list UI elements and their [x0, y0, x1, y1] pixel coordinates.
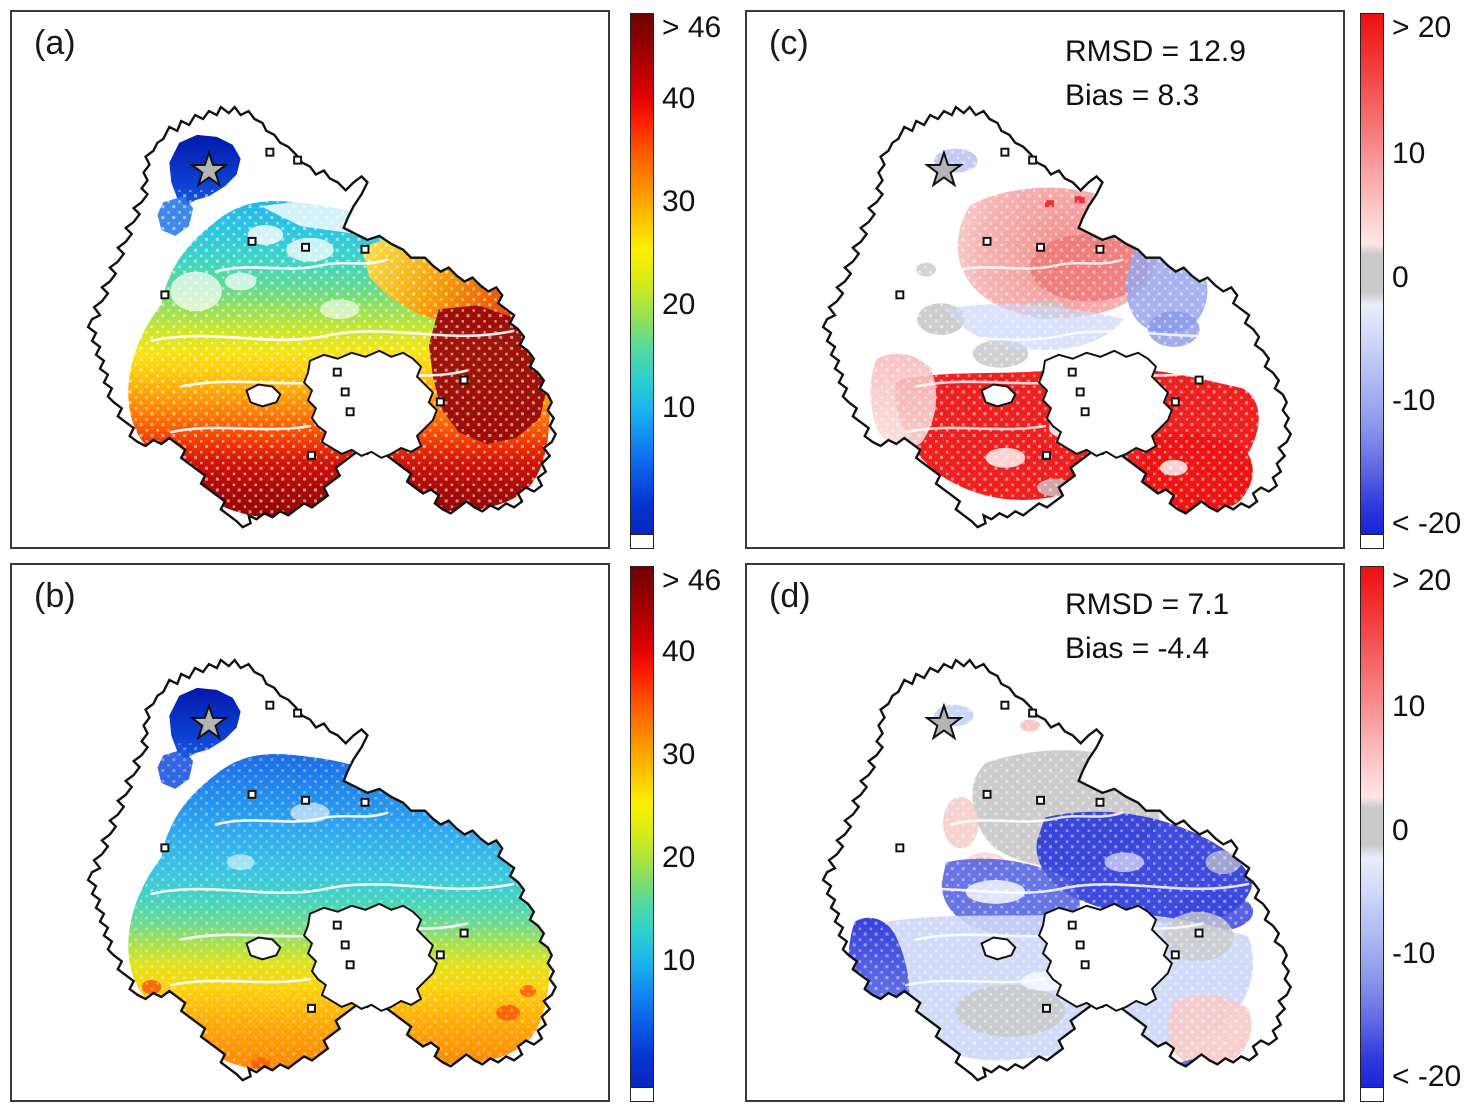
colorbar-a-nodata-box: [631, 534, 653, 548]
panel-c-stats: RMSD = 12.9 Bias = 8.3: [1065, 30, 1325, 118]
bias-value-c: Bias = 8.3: [1065, 79, 1200, 112]
colorbar-tick: 40: [662, 635, 696, 668]
colorbar-tick: > 46: [662, 11, 722, 44]
colorbar-a-gradient: [630, 13, 654, 549]
panel-d-stats: RMSD = 7.1 Bias = -4.4: [1065, 583, 1325, 671]
inner-nodata-region: [1038, 902, 1173, 1012]
map-panel-b: (b): [10, 563, 610, 1102]
colorbar-c-nodata-box: [1361, 534, 1383, 548]
map-panel-d: (d) RMSD = 7.1 Bias = -4.4: [745, 563, 1345, 1102]
bias-value-d: Bias = -4.4: [1065, 632, 1210, 665]
colorbar-tick: 20: [662, 841, 696, 874]
colorbar-a: > 46 40 30 20 10: [630, 11, 770, 549]
panel-d-label: (d): [769, 577, 811, 615]
panel-a-label: (a): [34, 24, 76, 62]
basin-data-layer-a: [88, 134, 556, 528]
map-c: [821, 105, 1292, 529]
map-panel-c: (c) RMSD = 12.9 Bias = 8.3: [745, 10, 1345, 549]
colorbar-tick: < -20: [1392, 1060, 1462, 1093]
panel-c-label: (c): [769, 24, 809, 62]
colorbar-tick: > 20: [1392, 11, 1452, 44]
colorbar-c: > 20 10 0 -10 < -20: [1360, 11, 1468, 549]
colorbar-tick: > 20: [1392, 564, 1452, 597]
basin-data-layer-b: [88, 687, 556, 1081]
colorbar-tick: -10: [1392, 384, 1436, 417]
colorbar-d-nodata-box: [1361, 1087, 1383, 1101]
inner-nodata-region: [1038, 349, 1173, 459]
colorbar-tick: 10: [1392, 137, 1426, 170]
rmsd-value-d: RMSD = 7.1: [1065, 588, 1230, 621]
colorbar-b-nodata-box: [631, 1087, 653, 1101]
panel-b-label: (b): [34, 577, 76, 615]
colorbar-tick: 10: [1392, 690, 1426, 723]
colorbar-tick: 30: [662, 185, 696, 218]
colorbar-d: > 20 10 0 -10 < -20: [1360, 564, 1468, 1102]
colorbar-b-gradient: [630, 566, 654, 1102]
inner-nodata-region: [303, 349, 438, 459]
colorbar-tick: 0: [1392, 261, 1409, 294]
map-panel-a: (a): [10, 10, 610, 549]
rmsd-value-c: RMSD = 12.9: [1065, 35, 1246, 68]
map-d: [821, 658, 1292, 1082]
colorbar-d-gradient: [1360, 566, 1384, 1102]
colorbar-tick: 40: [662, 82, 696, 115]
map-a: [86, 105, 557, 529]
colorbar-tick: 10: [662, 391, 696, 424]
colorbar-tick: > 46: [662, 564, 722, 597]
colorbar-b: > 46 40 30 20 10: [630, 564, 770, 1102]
colorbar-tick: 10: [662, 944, 696, 977]
colorbar-tick: 30: [662, 738, 696, 771]
map-b: [86, 658, 557, 1082]
inner-nodata-region: [303, 902, 438, 1012]
colorbar-tick: 20: [662, 288, 696, 321]
colorbar-tick: -10: [1392, 937, 1436, 970]
colorbar-tick: 0: [1392, 814, 1409, 847]
colorbar-tick: < -20: [1392, 507, 1462, 540]
colorbar-c-gradient: [1360, 13, 1384, 549]
